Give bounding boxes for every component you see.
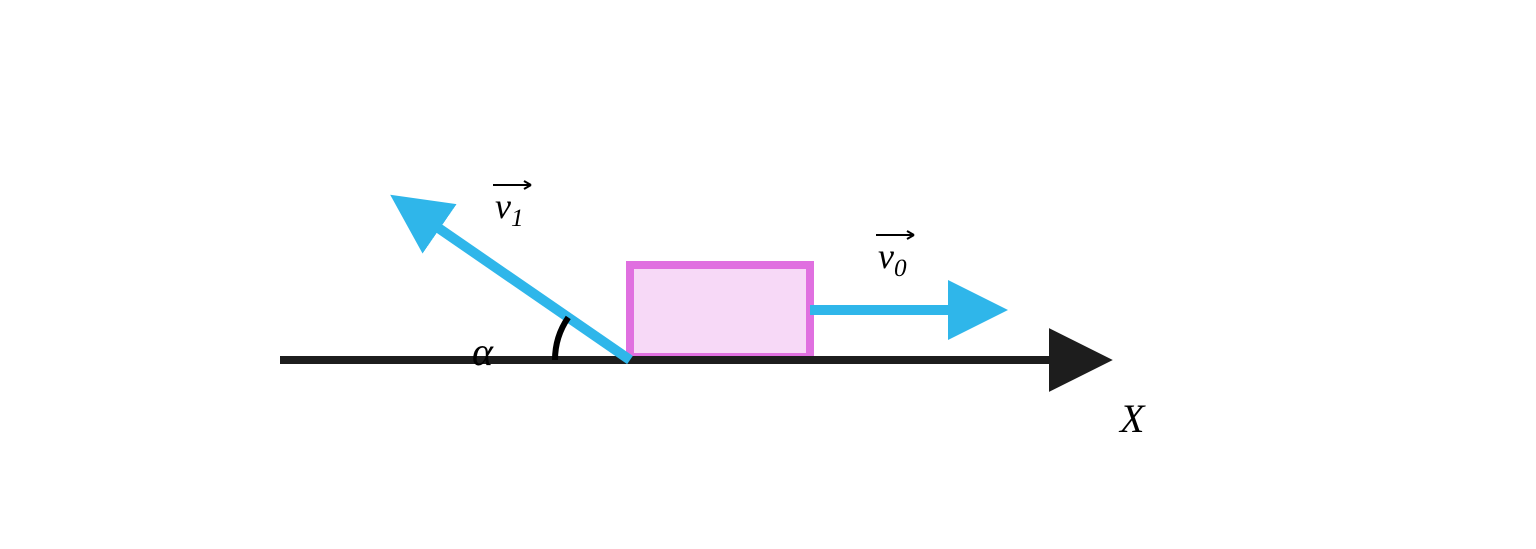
angle-arc: [555, 317, 568, 360]
v1-var: v: [495, 186, 511, 226]
vector-v1-label: v1: [495, 185, 524, 233]
v0-var: v: [878, 236, 894, 276]
block: [630, 265, 810, 357]
v0-sub: 0: [894, 255, 907, 282]
physics-diagram: [0, 0, 1536, 549]
v1-sub: 1: [511, 205, 524, 232]
vector-v0-label: v0: [878, 235, 907, 283]
x-axis-label: X: [1120, 395, 1144, 442]
angle-label: α: [472, 328, 493, 375]
